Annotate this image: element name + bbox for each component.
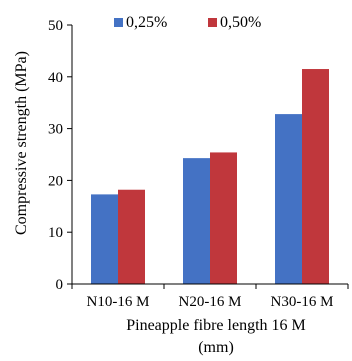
y-tick-label: 30 <box>48 122 63 138</box>
x-axis-title-line2: (mm) <box>198 339 234 356</box>
y-tick-label: 40 <box>48 70 63 86</box>
legend-swatch <box>208 18 217 27</box>
x-tick-label: N30-16 M <box>271 294 334 310</box>
bar <box>302 69 329 284</box>
x-axis: N10-16 M N20-16 M N30-16 M <box>71 283 349 310</box>
y-tick-label: 50 <box>48 18 63 34</box>
bar <box>275 114 302 284</box>
bar <box>183 158 210 284</box>
legend-label: 0,25% <box>126 14 167 31</box>
bar <box>91 194 118 284</box>
x-tick-label: N20-16 M <box>179 294 242 310</box>
legend-swatch <box>114 18 123 27</box>
y-tick-label: 0 <box>56 277 64 293</box>
y-tick-label: 20 <box>48 173 63 189</box>
bar <box>118 189 145 284</box>
plot-area <box>91 69 329 284</box>
y-tick-label: 10 <box>48 225 63 241</box>
legend-label: 0,50% <box>220 14 261 31</box>
x-axis-title-line1: Pineapple fibre length 16 M <box>126 317 306 334</box>
y-axis: 0 10 20 30 40 50 <box>48 18 73 293</box>
legend: 0,25% 0,50% <box>114 14 261 31</box>
bar <box>210 152 237 284</box>
x-tick-label: N10-16 M <box>87 294 150 310</box>
y-axis-title: Compressive strength (MPa) <box>13 51 30 235</box>
